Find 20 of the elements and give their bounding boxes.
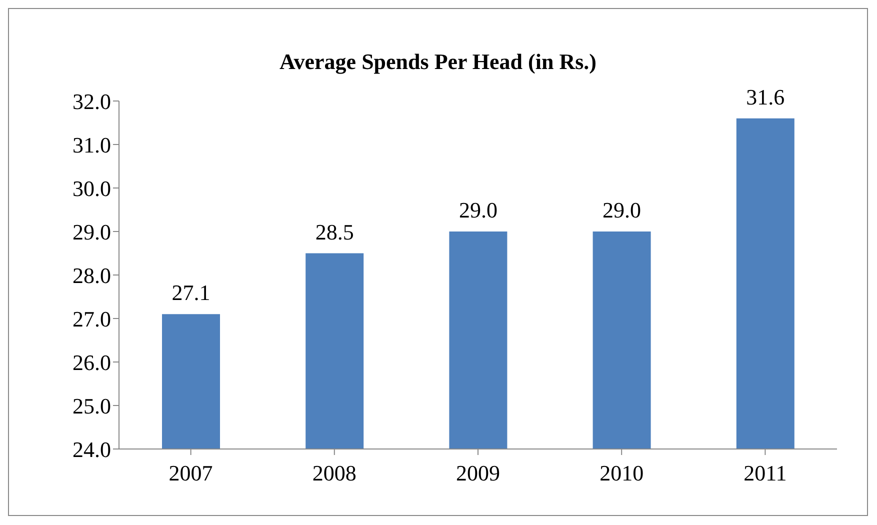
chart-title: Average Spends Per Head (in Rs.) (278, 49, 598, 76)
y-tick-label: 29.0 (72, 219, 111, 244)
y-tick-label: 26.0 (72, 350, 111, 375)
y-tick-label: 32.0 (72, 88, 111, 114)
data-label: 29.0 (458, 198, 498, 222)
x-tick-label: 2009 (456, 460, 500, 486)
x-tick-label: 2007 (168, 460, 213, 486)
y-tick-label: 30.0 (72, 176, 111, 201)
y-tick-label: 25.0 (72, 393, 111, 418)
y-tick-label: 24.0 (72, 436, 111, 462)
y-tick-label: 28.0 (72, 262, 111, 288)
x-tick-label: 2008 (312, 460, 356, 486)
data-label: 29.0 (602, 198, 642, 222)
y-tick-label: 27.0 (72, 306, 111, 332)
data-label: 27.1 (172, 280, 210, 306)
x-tick-label: 2011 (744, 460, 787, 486)
data-label: 31.6 (746, 84, 785, 110)
x-tick-label: 2010 (600, 460, 644, 486)
y-tick-label: 31.0 (72, 132, 111, 158)
data-label: 28.5 (315, 219, 354, 244)
